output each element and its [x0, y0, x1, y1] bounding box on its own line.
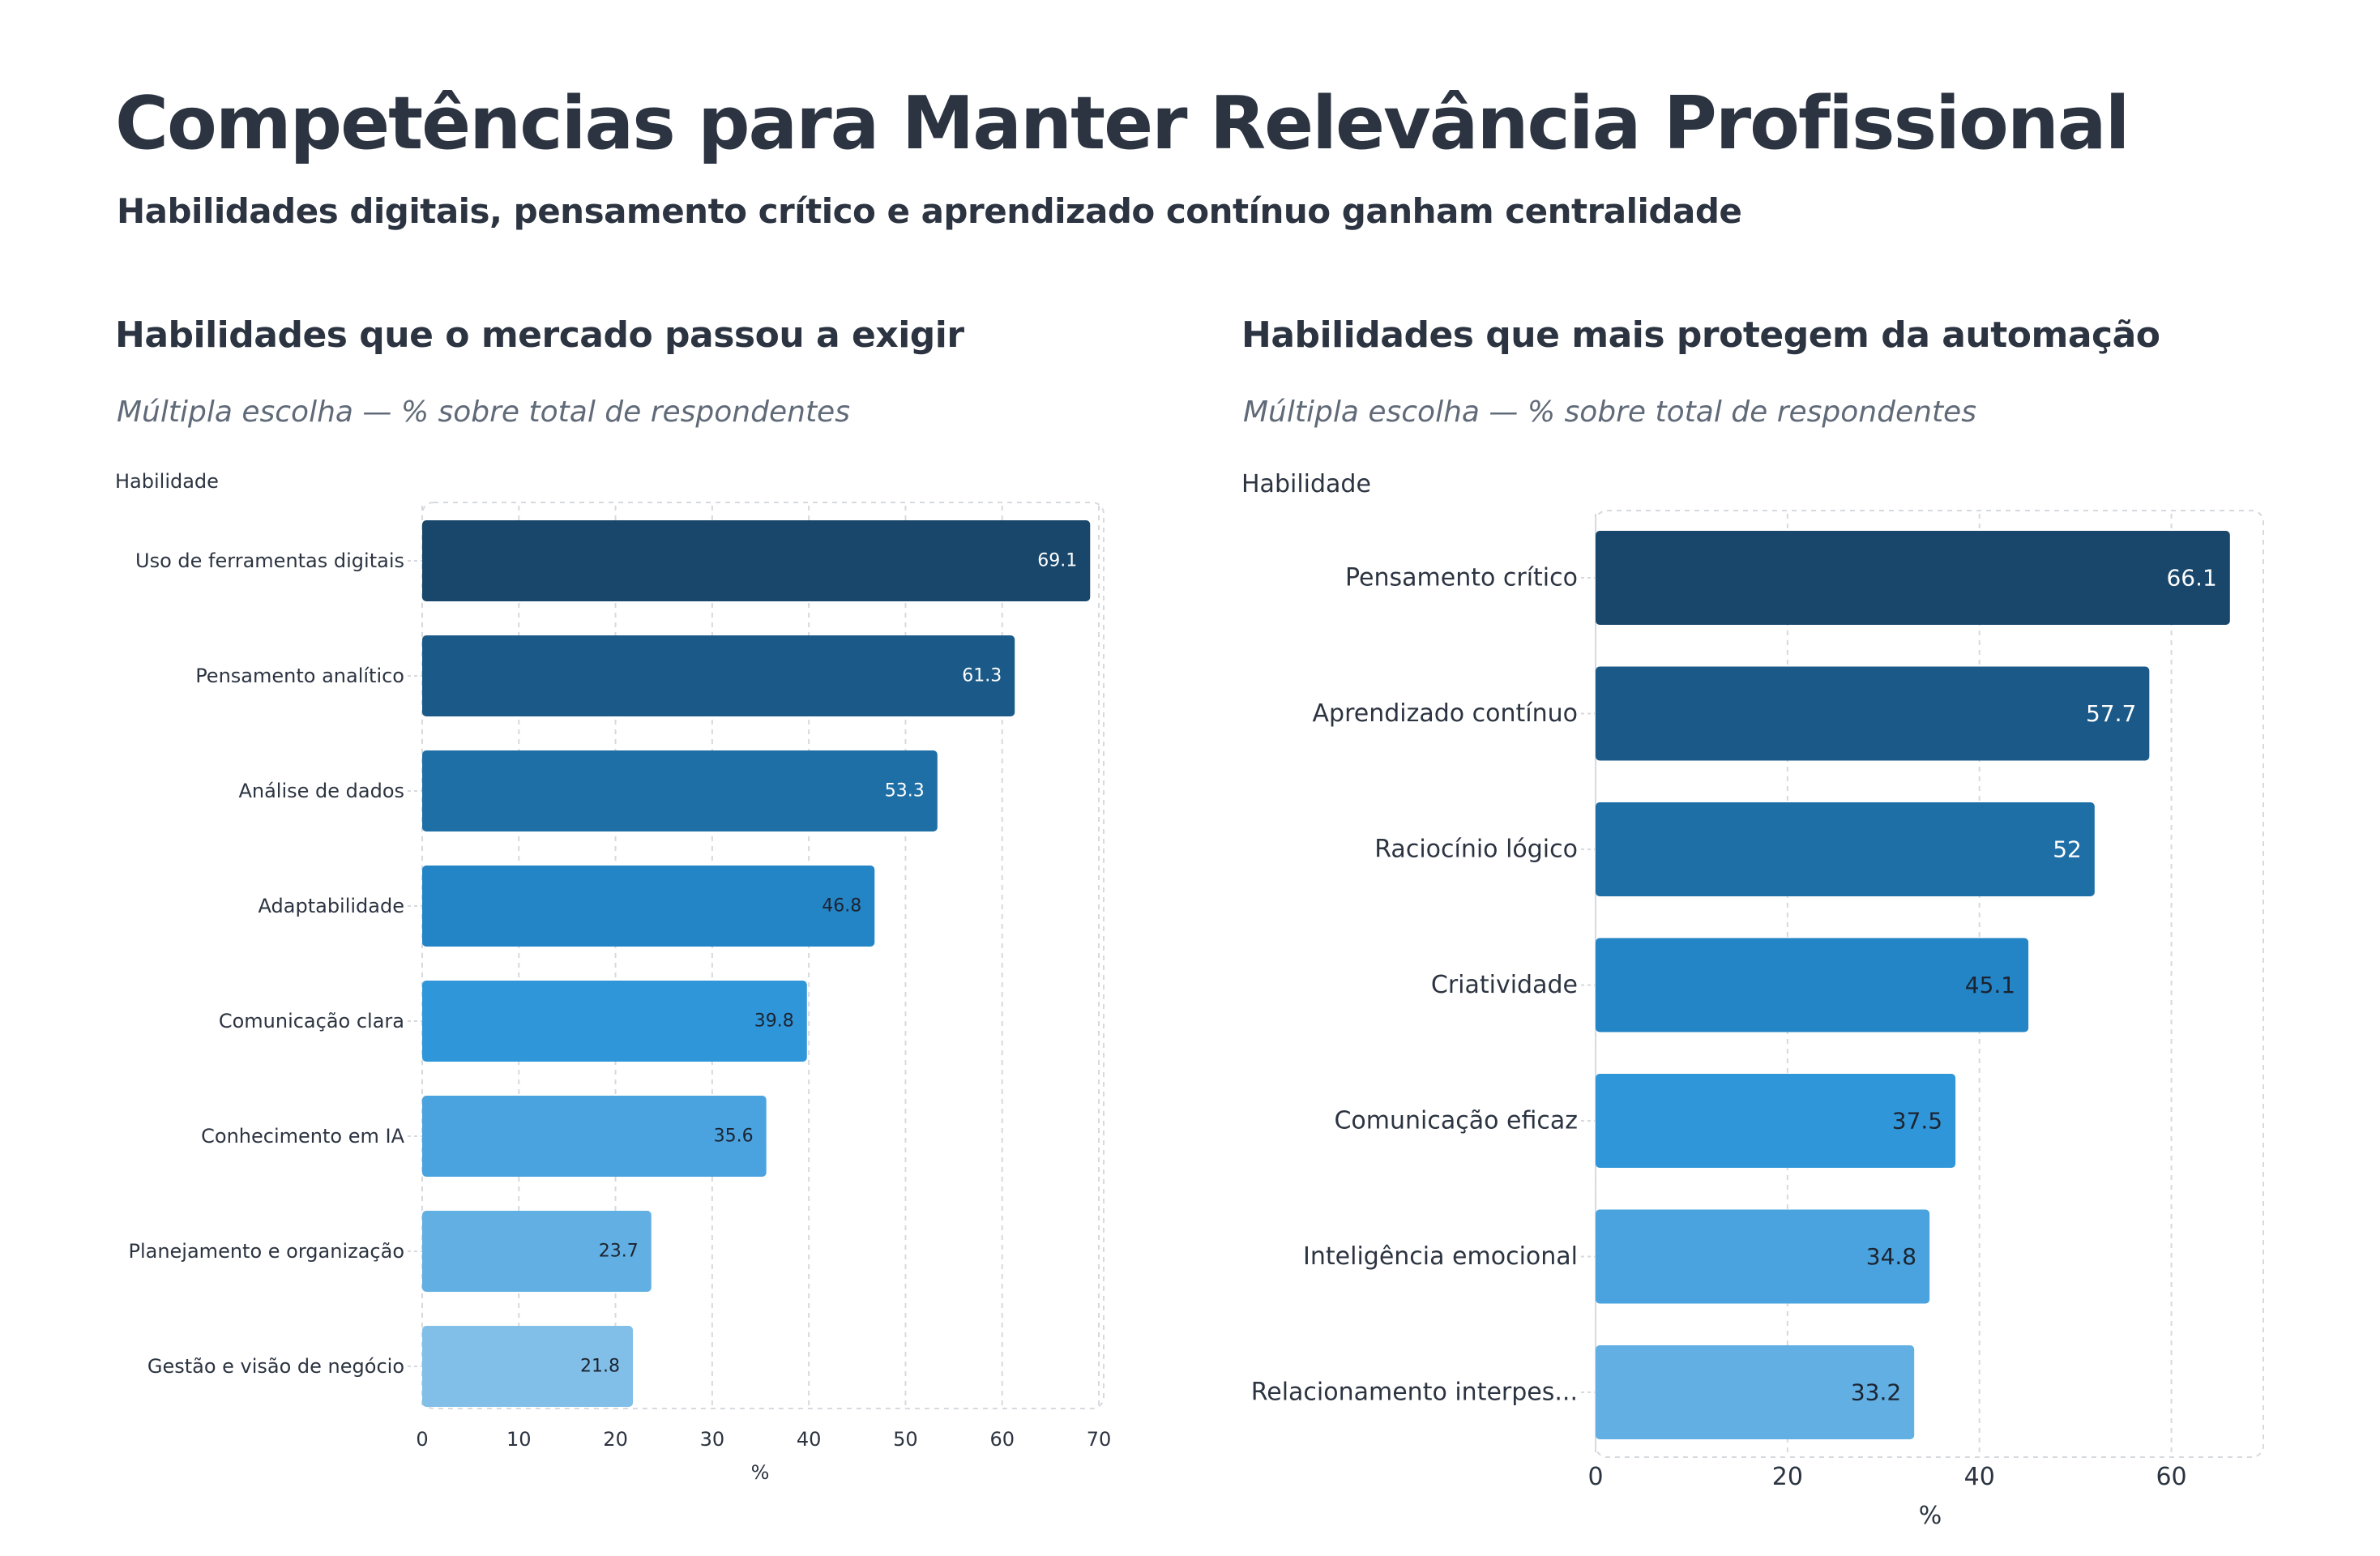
left-category-label: Análise de dados: [238, 780, 404, 802]
left-x-axis-label: %: [751, 1461, 770, 1484]
right-bar-raciocinio-logico: [1596, 802, 2095, 896]
left-value-label: 39.8: [754, 1011, 794, 1032]
right-x-tick-0: 0: [1587, 1463, 1603, 1491]
left-x-tick-40: 40: [797, 1428, 822, 1451]
left-value-label: 46.8: [822, 896, 861, 917]
right-value-label: 37.5: [1892, 1108, 1942, 1135]
left-chart-title: Habilidades que o mercado passou a exigi…: [115, 314, 964, 356]
left-value-label: 53.3: [885, 781, 925, 802]
left-bar-analise-de-dados: [422, 750, 938, 831]
left-bar-comunicacao-clara: [422, 981, 807, 1062]
left-category-label: Pensamento analítico: [195, 665, 404, 687]
right-bar-comunicacao-eficaz: [1596, 1074, 1956, 1168]
left-chart-subtitle: Múltipla escolha — % sobre total de resp…: [117, 395, 850, 429]
right-value-label: 66.1: [2166, 565, 2216, 592]
left-value-label: 61.3: [962, 666, 1002, 686]
right-category-label: Relacionamento interpes...: [1251, 1379, 1578, 1407]
right-bar-chart: Habilidade 0 20 40 60% Pensamento crítico 66.1…: [1241, 470, 2264, 1530]
right-x-tick-40: 40: [1964, 1463, 1995, 1491]
left-value-label: 35.6: [714, 1126, 754, 1147]
left-x-tick-60: 60: [989, 1428, 1015, 1451]
page-title: Competências para Manter Relevância Prof…: [115, 81, 2130, 166]
left-bar-adaptabilidade: [422, 866, 875, 947]
right-bar-relacionamento-interpes: [1596, 1345, 1915, 1439]
left-category-label: Adaptabilidade: [259, 895, 404, 917]
page-subtitle: Habilidades digitais, pensamento crítico…: [117, 191, 1742, 231]
right-value-label: 33.2: [1851, 1379, 1901, 1406]
left-bar-pensamento-analitico: [422, 635, 1015, 716]
right-bar-criatividade: [1596, 938, 2029, 1032]
left-x-tick-10: 10: [506, 1428, 532, 1451]
left-x-tick-50: 50: [893, 1428, 918, 1451]
right-value-label: 52: [2053, 836, 2082, 863]
right-x-axis-label: %: [1919, 1502, 1942, 1530]
right-value-label: 34.8: [1866, 1243, 1916, 1270]
left-x-tick-20: 20: [603, 1428, 628, 1451]
right-bar-inteligencia-emocional: [1596, 1209, 1930, 1304]
right-category-label: Comunicação eficaz: [1334, 1107, 1578, 1135]
left-category-label: Uso de ferramentas digitais: [135, 549, 404, 572]
left-category-label: Gestão e visão de negócio: [147, 1355, 404, 1378]
left-category-label: Comunicação clara: [219, 1010, 404, 1032]
right-category-label: Raciocínio lógico: [1374, 836, 1578, 864]
right-value-label: 45.1: [1965, 972, 2015, 998]
left-bar-planejamento-e-organizacao: [422, 1211, 652, 1292]
right-category-label: Inteligência emocional: [1303, 1242, 1578, 1271]
right-value-label: 57.7: [2086, 700, 2136, 727]
right-bar-aprendizado-continuo: [1596, 666, 2150, 761]
right-x-tick-20: 20: [1772, 1463, 1803, 1491]
left-category-label: Conhecimento em IA: [201, 1125, 404, 1148]
right-chart-title: Habilidades que mais protegem da automaç…: [1241, 314, 2160, 356]
left-x-tick-30: 30: [700, 1428, 725, 1451]
left-x-tick-0: 0: [416, 1428, 428, 1451]
left-y-axis-label: Habilidade: [115, 470, 219, 493]
right-category-label: Pensamento crítico: [1345, 564, 1578, 592]
right-y-axis-label: Habilidade: [1241, 470, 1371, 498]
left-bar-conhecimento-em-ia: [422, 1096, 767, 1177]
left-bar-chart: Habilidade 0 10 20 30 40 50 60 70% Uso de ferrame…: [115, 470, 1112, 1484]
left-x-tick-70: 70: [1087, 1428, 1112, 1451]
right-chart-subtitle: Múltipla escolha — % sobre total de resp…: [1243, 395, 1976, 429]
left-category-label: Planejamento e organização: [128, 1240, 404, 1263]
left-value-label: 23.7: [599, 1242, 639, 1262]
right-category-label: Aprendizado contínuo: [1313, 699, 1579, 728]
left-bar-uso-de-ferramentas-digitais: [422, 520, 1091, 601]
right-plot-frame: [1595, 510, 2264, 1458]
left-bar-gestao-e-visao-de-negocio: [422, 1326, 634, 1407]
right-x-tick-60: 60: [2156, 1463, 2186, 1491]
right-bar-pensamento-critico: [1596, 531, 2230, 625]
right-category-label: Criatividade: [1431, 971, 1578, 999]
left-value-label: 69.1: [1037, 551, 1077, 571]
left-value-label: 21.8: [580, 1357, 620, 1377]
